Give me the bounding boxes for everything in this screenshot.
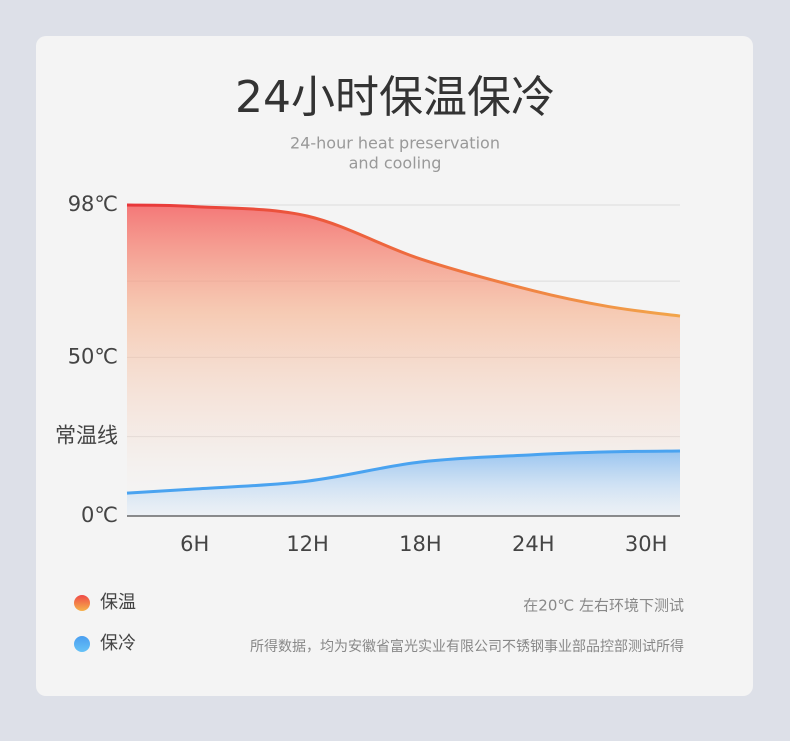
line — [126, 203, 681, 318]
area — [127, 205, 680, 516]
legend-label: 保冷 — [100, 633, 136, 654]
x-tick-label: 6H — [180, 532, 209, 556]
legend-dot — [74, 595, 90, 611]
note: 所得数据，均为安徽省富光实业有限公司不锈钢事业部品控部测试所得 — [250, 638, 684, 655]
y-tick-label: 常温线 — [55, 424, 118, 448]
subtitle: and cooling — [349, 154, 442, 173]
y-tick-label: 50℃ — [68, 344, 118, 368]
y-tick-label: 98℃ — [68, 192, 118, 216]
y-tick-label: 0℃ — [81, 503, 118, 527]
chart-title: 24小时保温保冷 — [235, 72, 555, 123]
x-tick-label: 24H — [512, 532, 555, 556]
legend-dot — [74, 636, 90, 652]
note: 在20℃ 左右环境下测试 — [523, 597, 684, 615]
x-tick-label: 18H — [399, 532, 442, 556]
plot: 0℃ 常温线 50℃ 98℃ 6H 12H 18H 24H 30H — [55, 192, 681, 556]
line — [126, 449, 681, 495]
x-tick-label: 30H — [625, 532, 668, 556]
x-tick-label: 12H — [286, 532, 329, 556]
area — [127, 450, 680, 516]
subtitle: 24-hour heat preservation — [290, 134, 500, 153]
legend-label: 保温 — [100, 592, 136, 613]
